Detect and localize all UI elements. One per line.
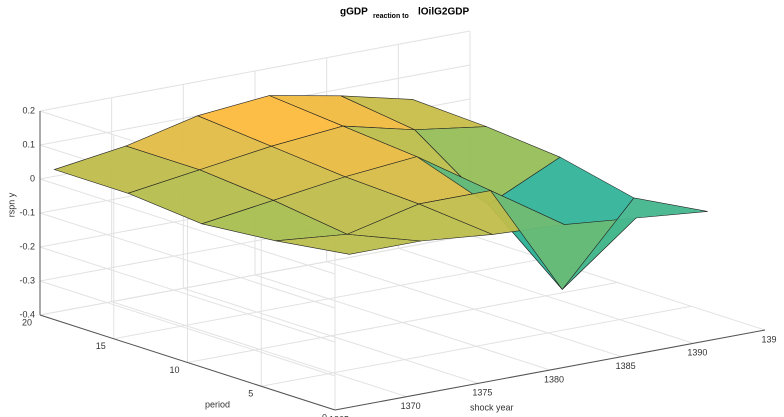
y-tick-label: 10 [169, 365, 179, 375]
x-axis-label: shock year [470, 402, 514, 412]
x-tick-label: 1390 [687, 348, 707, 358]
x-tick-label: 1380 [544, 374, 564, 384]
z-tick-label: 0.1 [22, 139, 35, 149]
grid-line [187, 282, 618, 363]
x-axis [334, 329, 766, 411]
y-tick-label: 20 [22, 317, 32, 327]
z-tick-label: -0.3 [19, 275, 35, 285]
chart-title-subscript: reaction to [373, 13, 409, 20]
surface-patch [562, 197, 708, 290]
y-tick-label: 0 [322, 412, 327, 417]
x-tick-label: 1365 [329, 414, 349, 417]
x-tick-label: 1385 [616, 361, 636, 371]
y-axis [39, 314, 336, 411]
grid-line [39, 234, 471, 316]
z-tick-label: 0 [30, 173, 35, 183]
chart-title: gGDP [340, 7, 368, 18]
z-tick-label: -0.2 [19, 241, 35, 251]
z-tick-label: -0.1 [19, 207, 35, 217]
grid-line [113, 258, 544, 340]
z-tick-label: -0.4 [19, 309, 35, 319]
z-axis-label: rspn y [6, 192, 16, 217]
x-tick-label: 1370 [401, 401, 421, 411]
chart-title-tail: lOilG2GDP [418, 7, 469, 18]
y-tick-label: 15 [96, 341, 106, 351]
grid-line [261, 305, 692, 387]
y-tick-label: 5 [248, 389, 253, 399]
z-tick-label: 0.2 [22, 105, 35, 115]
y-axis-label: period [205, 399, 230, 409]
x-tick-label: 139 [761, 334, 776, 344]
x-tick-label: 1375 [472, 388, 492, 398]
